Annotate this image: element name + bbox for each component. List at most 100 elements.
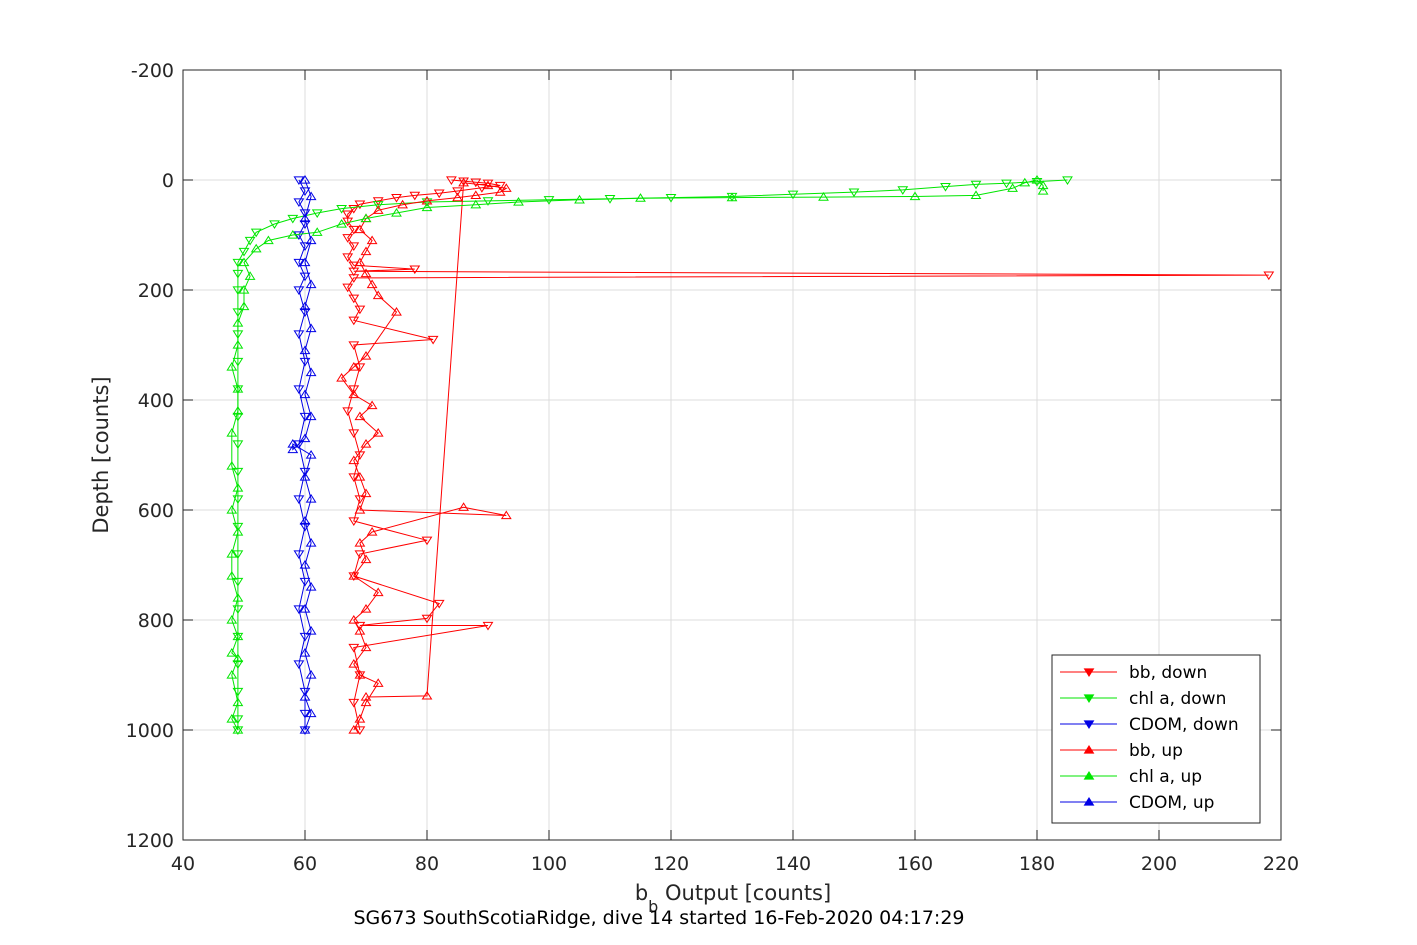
data-point-bb-down bbox=[494, 181, 506, 191]
data-point-chl-a-up bbox=[232, 318, 244, 327]
data-point-bb-up bbox=[360, 268, 372, 278]
data-point-chl-a-down bbox=[848, 188, 860, 198]
data-point-chl-a-up bbox=[909, 191, 921, 201]
data-point-chl-a-down bbox=[287, 214, 299, 224]
series-line-bb-up bbox=[340, 182, 508, 731]
data-point-cdom-up bbox=[299, 604, 311, 613]
data-point-chl-a-down bbox=[232, 605, 244, 614]
data-point-chl-a-down bbox=[232, 286, 244, 295]
data-point-chl-a-down bbox=[232, 308, 244, 317]
data-point-bb-up bbox=[360, 604, 372, 613]
data-point-cdom-up bbox=[305, 494, 317, 503]
data-point-chl-a-down bbox=[244, 236, 256, 246]
data-point-cdom-up bbox=[305, 708, 317, 718]
legend-entry-chl-a-down: chl a, down bbox=[1060, 689, 1226, 709]
x-tick-label: 120 bbox=[653, 853, 689, 875]
data-point-cdom-down bbox=[293, 231, 305, 240]
legend-marker bbox=[1083, 797, 1095, 806]
data-point-bb-down bbox=[348, 341, 360, 350]
y-tick-label: 200 bbox=[138, 280, 174, 302]
data-point-bb-up bbox=[372, 428, 384, 437]
data-point-chl-a-up bbox=[226, 714, 238, 723]
data-point-bb-down bbox=[409, 191, 421, 201]
data-point-bb-down bbox=[342, 407, 354, 416]
data-point-cdom-down bbox=[293, 440, 305, 449]
data-point-chl-a-up bbox=[513, 197, 524, 206]
y-tick-label: 600 bbox=[138, 500, 174, 522]
data-point-bb-down bbox=[482, 621, 494, 631]
data-point-bb-down bbox=[348, 698, 360, 708]
data-point-cdom-up bbox=[305, 582, 317, 591]
data-point-cdom-up bbox=[299, 433, 311, 443]
data-point-bb-up bbox=[360, 488, 372, 498]
data-point-chl-a-up bbox=[238, 285, 250, 294]
series-line-cdom-up bbox=[292, 179, 312, 731]
data-point-chl-a-up bbox=[226, 648, 238, 657]
data-point-bb-down bbox=[482, 179, 494, 189]
data-point-chl-a-up bbox=[360, 213, 372, 223]
data-point-chl-a-down bbox=[311, 209, 323, 218]
data-point-chl-a-up bbox=[574, 194, 585, 204]
x-tick-label: 60 bbox=[293, 853, 317, 875]
data-point-cdom-up bbox=[299, 692, 311, 701]
data-point-bb-down bbox=[470, 178, 482, 188]
data-point-chl-a-up bbox=[250, 243, 262, 253]
data-point-cdom-up bbox=[299, 175, 311, 184]
data-point-chl-a-down bbox=[336, 204, 348, 214]
data-point-bb-down bbox=[1263, 271, 1275, 281]
legend-marker bbox=[1083, 720, 1095, 729]
legend-marker bbox=[1083, 771, 1095, 780]
data-point-bb-up bbox=[360, 692, 372, 701]
data-point-chl-a-up bbox=[726, 192, 738, 202]
x-axis-label-rest: Output [counts] bbox=[658, 881, 831, 905]
data-point-cdom-up bbox=[299, 472, 311, 481]
data-point-cdom-down bbox=[293, 176, 305, 185]
legend-box bbox=[1051, 654, 1261, 824]
data-point-bb-down bbox=[342, 210, 354, 220]
data-point-bb-up bbox=[366, 527, 378, 536]
data-point-chl-a-up bbox=[970, 190, 982, 200]
data-point-bb-up bbox=[360, 246, 372, 256]
data-point-bb-down bbox=[409, 265, 421, 275]
data-point-chl-a-up bbox=[287, 230, 299, 239]
data-point-chl-a-up bbox=[818, 192, 829, 201]
data-point-bb-down bbox=[348, 294, 360, 304]
x-tick-label: 200 bbox=[1141, 853, 1177, 875]
data-point-bb-up bbox=[421, 690, 433, 700]
data-point-cdom-down bbox=[293, 258, 305, 268]
data-point-cdom-down bbox=[299, 522, 311, 532]
legend-label: bb, up bbox=[1129, 741, 1183, 761]
data-point-bb-up bbox=[391, 307, 402, 316]
data-point-cdom-down bbox=[293, 605, 305, 614]
data-point-cdom-up bbox=[299, 725, 311, 734]
y-axis-label: Depth [counts] bbox=[89, 376, 113, 533]
y-tick-label: 400 bbox=[138, 390, 174, 412]
data-point-chl-a-up bbox=[232, 697, 244, 707]
data-point-bb-up bbox=[336, 373, 348, 382]
data-point-chl-a-up bbox=[226, 428, 238, 437]
data-point-chl-a-down bbox=[1001, 179, 1012, 189]
data-point-cdom-up bbox=[299, 648, 311, 657]
data-point-chl-a-down bbox=[232, 412, 244, 422]
data-point-chl-a-down bbox=[238, 247, 250, 257]
data-point-bb-up bbox=[366, 235, 378, 245]
data-point-chl-a-up bbox=[311, 227, 323, 236]
data-point-bb-up bbox=[366, 279, 378, 289]
data-point-cdom-up bbox=[299, 345, 311, 355]
data-point-chl-a-up bbox=[391, 208, 402, 217]
data-point-chl-a-down bbox=[232, 550, 244, 559]
data-point-chl-a-down bbox=[269, 220, 280, 229]
data-point-chl-a-up bbox=[226, 615, 238, 624]
data-point-bb-up bbox=[482, 180, 494, 190]
data-point-cdom-down bbox=[293, 330, 305, 339]
legend-marker bbox=[1083, 668, 1095, 677]
data-point-chl-a-up bbox=[1037, 186, 1049, 195]
y-tick-label: 0 bbox=[162, 170, 174, 192]
legend-marker bbox=[1083, 694, 1095, 703]
data-point-chl-a-down bbox=[232, 522, 244, 532]
data-point-chl-a-down bbox=[232, 269, 244, 279]
data-point-bb-down bbox=[348, 429, 360, 438]
data-point-bb-up bbox=[348, 725, 360, 734]
data-point-bb-up bbox=[354, 714, 366, 723]
